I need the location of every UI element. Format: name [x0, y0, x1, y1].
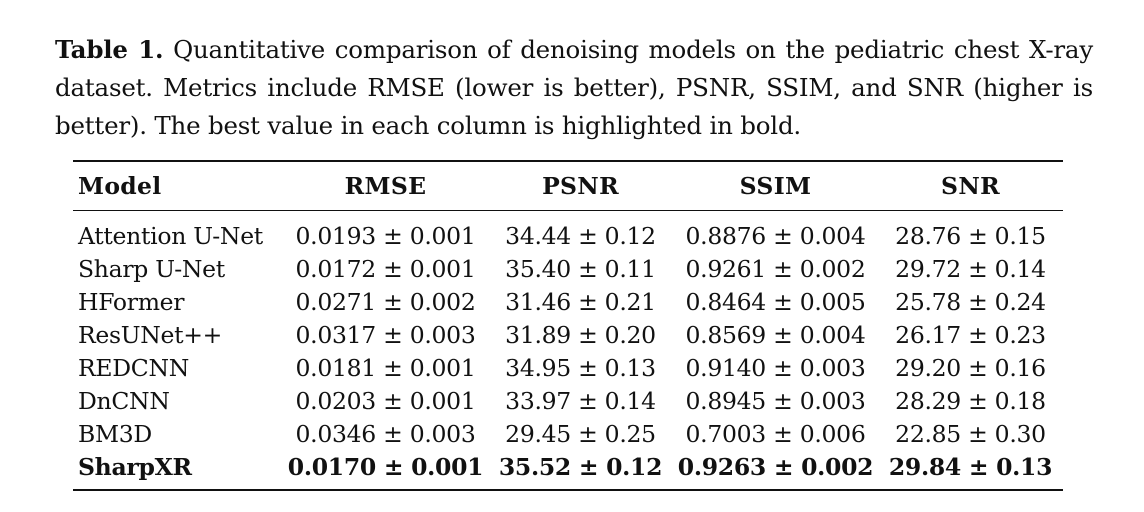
snr-cell: 26.17 ± 0.23 — [895, 320, 1046, 349]
snr-cell: 25.78 ± 0.24 — [895, 287, 1046, 316]
model-cell: HFormer — [78, 287, 185, 316]
header-rmse: RMSE — [344, 172, 427, 200]
ssim-cell: 0.9261 ± 0.002 — [685, 254, 866, 283]
psnr-cell: 35.52 ± 0.12 — [498, 452, 663, 481]
model-cell: Sharp U-Net — [78, 254, 225, 283]
ssim-cell: 0.8464 ± 0.005 — [685, 287, 866, 316]
snr-cell: 29.72 ± 0.14 — [895, 254, 1046, 283]
table-row: DnCNN 0.0203 ± 0.001 33.97 ± 0.14 0.8945… — [73, 384, 1063, 417]
psnr-cell: 29.45 ± 0.25 — [505, 419, 656, 448]
table-row: Attention U-Net 0.0193 ± 0.001 34.44 ± 0… — [73, 211, 1063, 253]
table-row: Sharp U-Net 0.0172 ± 0.001 35.40 ± 0.11 … — [73, 252, 1063, 285]
ssim-cell: 0.7003 ± 0.006 — [685, 419, 866, 448]
table-row: REDCNN 0.0181 ± 0.001 34.95 ± 0.13 0.914… — [73, 351, 1063, 384]
results-table-container: Model RMSE PSNR SSIM SNR Attention U-Net… — [73, 160, 1063, 491]
snr-cell: 28.76 ± 0.15 — [895, 221, 1046, 250]
model-cell: REDCNN — [78, 353, 189, 382]
table-row: ResUNet++ 0.0317 ± 0.003 31.89 ± 0.20 0.… — [73, 318, 1063, 351]
psnr-cell: 31.89 ± 0.20 — [505, 320, 656, 349]
rmse-cell: 0.0203 ± 0.001 — [295, 386, 476, 415]
psnr-cell: 34.44 ± 0.12 — [505, 221, 656, 250]
header-psnr: PSNR — [542, 172, 619, 200]
ssim-cell: 0.9140 ± 0.003 — [685, 353, 866, 382]
psnr-cell: 31.46 ± 0.21 — [505, 287, 656, 316]
model-cell: SharpXR — [78, 452, 192, 481]
table-row: BM3D 0.0346 ± 0.003 29.45 ± 0.25 0.7003 … — [73, 417, 1063, 450]
ssim-cell: 0.8945 ± 0.003 — [685, 386, 866, 415]
snr-cell: 22.85 ± 0.30 — [895, 419, 1046, 448]
model-cell: Attention U-Net — [78, 221, 263, 250]
results-table: Model RMSE PSNR SSIM SNR Attention U-Net… — [73, 160, 1063, 491]
caption-label: Table 1. — [55, 35, 164, 64]
rmse-cell: 0.0271 ± 0.002 — [295, 287, 476, 316]
ssim-cell: 0.9263 ± 0.002 — [677, 452, 874, 481]
model-cell: DnCNN — [78, 386, 170, 415]
ssim-cell: 0.8569 ± 0.004 — [685, 320, 866, 349]
table-row: HFormer 0.0271 ± 0.002 31.46 ± 0.21 0.84… — [73, 285, 1063, 318]
table-row-best: SharpXR 0.0170 ± 0.001 35.52 ± 0.12 0.92… — [73, 450, 1063, 490]
header-ssim: SSIM — [739, 172, 812, 200]
rmse-cell: 0.0346 ± 0.003 — [295, 419, 476, 448]
snr-cell: 29.20 ± 0.16 — [895, 353, 1046, 382]
snr-cell: 29.84 ± 0.13 — [888, 452, 1053, 481]
rmse-cell: 0.0172 ± 0.001 — [295, 254, 476, 283]
rmse-cell: 0.0181 ± 0.001 — [295, 353, 476, 382]
rmse-cell: 0.0317 ± 0.003 — [295, 320, 476, 349]
model-cell: ResUNet++ — [78, 320, 223, 349]
psnr-cell: 35.40 ± 0.11 — [505, 254, 656, 283]
header-snr: SNR — [941, 172, 1000, 200]
psnr-cell: 33.97 ± 0.14 — [505, 386, 656, 415]
ssim-cell: 0.8876 ± 0.004 — [685, 221, 866, 250]
table-caption: Table 1. Quantitative comparison of deno… — [55, 31, 1093, 145]
header-model: Model — [78, 172, 162, 200]
model-cell: BM3D — [78, 419, 152, 448]
snr-cell: 28.29 ± 0.18 — [895, 386, 1046, 415]
psnr-cell: 34.95 ± 0.13 — [505, 353, 656, 382]
caption-text: Quantitative comparison of denoising mod… — [55, 35, 1093, 140]
rmse-cell: 0.0193 ± 0.001 — [295, 221, 476, 250]
table-header-row: Model RMSE PSNR SSIM SNR — [73, 161, 1063, 211]
rmse-cell: 0.0170 ± 0.001 — [287, 452, 484, 481]
